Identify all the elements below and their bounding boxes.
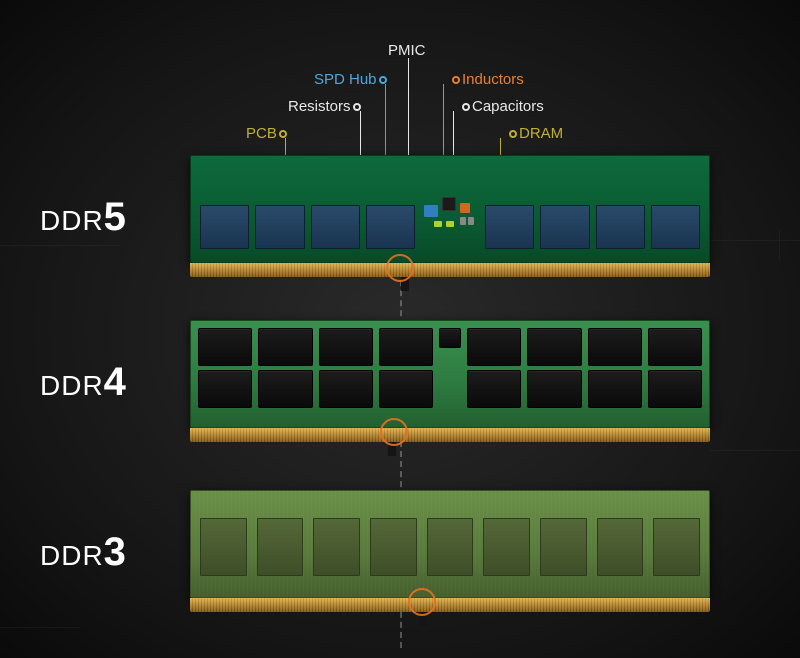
dram-chip (311, 205, 360, 249)
ddr5-notch-marker (386, 254, 414, 282)
dram-chip (366, 205, 415, 249)
dram-chip (255, 205, 304, 249)
dram-chip (319, 328, 373, 366)
dram-chip (648, 370, 702, 408)
legend-inductors-label: Inductors (462, 71, 524, 88)
dram-chip (483, 518, 530, 576)
legend-pmic-label: PMIC (388, 42, 426, 59)
dram-chip (653, 518, 700, 576)
dram-chip (198, 370, 252, 408)
dram-chip (198, 328, 252, 366)
dram-chip (258, 370, 312, 408)
dram-chip (485, 205, 534, 249)
ddr3-prefix: DDR (40, 540, 104, 571)
capacitor-icon (460, 217, 466, 225)
dram-chip (597, 518, 644, 576)
legend-pmic: PMIC (388, 42, 426, 59)
ddr4-number: 4 (104, 360, 127, 404)
dram-chip (427, 518, 474, 576)
legend-dram: DRAM (505, 125, 563, 142)
resistor-icon (434, 221, 442, 227)
dram-chip (467, 328, 521, 366)
ddr3-module (190, 490, 710, 598)
ddr4-notch-marker (380, 418, 408, 446)
dram-chip (527, 328, 581, 366)
dram-chip (258, 328, 312, 366)
ddr3-contacts (190, 598, 710, 612)
ddr5-module (190, 155, 710, 263)
ddr5-label: DDR5 (40, 195, 127, 240)
legend-capacitors: Capacitors (458, 98, 544, 115)
dram-chip (540, 518, 587, 576)
ddr3-notch-marker (408, 588, 436, 616)
resistor-icon (446, 221, 454, 227)
ddr4-chip-row-1 (198, 328, 702, 366)
legend-pcb: PCB (246, 125, 291, 142)
dram-chip (588, 328, 642, 366)
dram-chip (200, 518, 247, 576)
ddr5-contacts (190, 263, 710, 277)
dram-chip (596, 205, 645, 249)
dram-chip (200, 205, 249, 249)
controller-chip (439, 328, 461, 348)
dram-chip (588, 370, 642, 408)
dram-chip (257, 518, 304, 576)
ddr4-label: DDR4 (40, 360, 127, 405)
ddr3-label: DDR3 (40, 530, 127, 575)
legend-spd-label: SPD Hub (314, 71, 377, 88)
dram-chip (370, 518, 417, 576)
ddr5-center-components (420, 197, 480, 245)
dram-chip (379, 370, 433, 408)
ddr3-chip-row (200, 518, 700, 576)
dram-chip (540, 205, 589, 249)
legend-spd: SPD Hub (314, 71, 391, 88)
dram-chip (379, 328, 433, 366)
legend-pcb-label: PCB (246, 125, 277, 142)
dram-chip (313, 518, 360, 576)
legend-resistors-label: Resistors (288, 98, 351, 115)
dram-chip (467, 370, 521, 408)
ddr5-number: 5 (104, 195, 127, 239)
spd-hub-icon (424, 205, 438, 217)
spacer (439, 370, 461, 408)
ddr3-number: 3 (104, 530, 127, 574)
pmic-icon (442, 197, 456, 211)
dram-chip (527, 370, 581, 408)
legend-inductors: Inductors (448, 71, 524, 88)
legend-resistors: Resistors (288, 98, 365, 115)
capacitor-icon (468, 217, 474, 225)
ddr4-contacts (190, 428, 710, 442)
legend-dram-label: DRAM (519, 125, 563, 142)
ddr4-prefix: DDR (40, 370, 104, 401)
legend-capacitors-label: Capacitors (472, 98, 544, 115)
dram-chip (648, 328, 702, 366)
inductor-icon (460, 203, 470, 213)
dram-chip (651, 205, 700, 249)
ddr5-prefix: DDR (40, 205, 104, 236)
dram-chip (319, 370, 373, 408)
ddr4-module (190, 320, 710, 428)
ddr4-chip-row-2 (198, 370, 702, 408)
